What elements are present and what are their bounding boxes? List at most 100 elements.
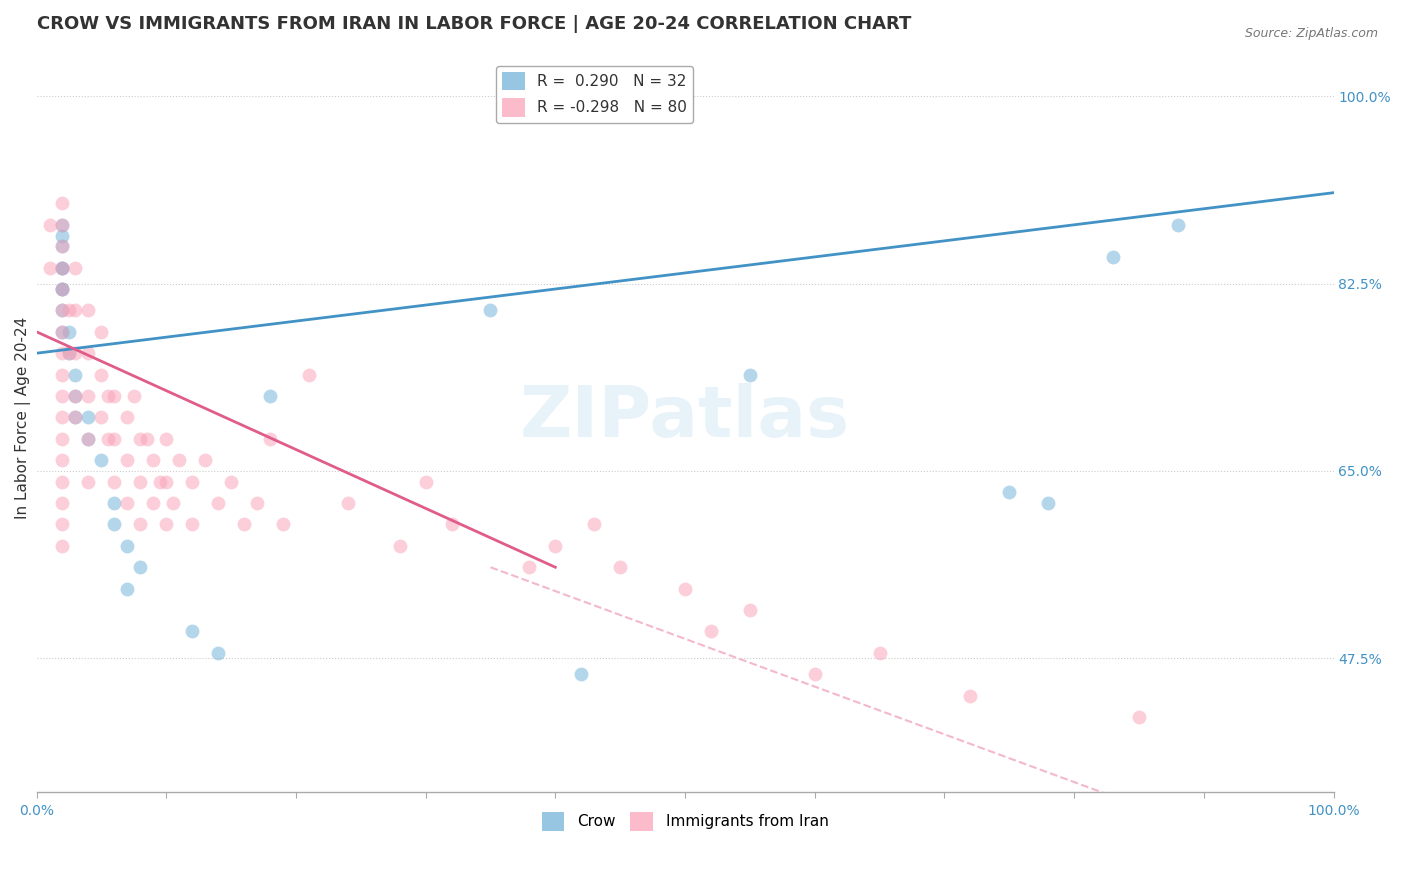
Point bbox=[77, 346, 100, 360]
Point bbox=[700, 624, 723, 639]
Point bbox=[77, 432, 100, 446]
Point bbox=[51, 260, 73, 275]
Point bbox=[65, 260, 87, 275]
Point bbox=[58, 303, 80, 318]
Point bbox=[77, 389, 100, 403]
Point bbox=[155, 517, 177, 532]
Y-axis label: In Labor Force | Age 20-24: In Labor Force | Age 20-24 bbox=[15, 317, 31, 518]
Point bbox=[97, 432, 120, 446]
Point bbox=[51, 410, 73, 425]
Point bbox=[162, 496, 184, 510]
Point bbox=[738, 603, 761, 617]
Point bbox=[51, 239, 73, 253]
Point bbox=[38, 218, 60, 232]
Point bbox=[1167, 218, 1189, 232]
Point bbox=[51, 282, 73, 296]
Point bbox=[440, 517, 463, 532]
Point bbox=[207, 646, 229, 660]
Point bbox=[155, 475, 177, 489]
Point bbox=[336, 496, 359, 510]
Point bbox=[103, 496, 125, 510]
Point bbox=[51, 539, 73, 553]
Point bbox=[117, 496, 139, 510]
Point bbox=[90, 368, 112, 382]
Point bbox=[51, 475, 73, 489]
Point bbox=[90, 325, 112, 339]
Point bbox=[65, 389, 87, 403]
Point bbox=[51, 303, 73, 318]
Point bbox=[959, 689, 981, 703]
Point bbox=[65, 389, 87, 403]
Point bbox=[51, 260, 73, 275]
Point bbox=[77, 410, 100, 425]
Point bbox=[233, 517, 256, 532]
Point bbox=[519, 560, 541, 574]
Point bbox=[142, 496, 165, 510]
Point bbox=[129, 517, 152, 532]
Point bbox=[51, 453, 73, 467]
Point bbox=[738, 368, 761, 382]
Legend: Crow, Immigrants from Iran: Crow, Immigrants from Iran bbox=[536, 805, 835, 837]
Point bbox=[90, 410, 112, 425]
Point bbox=[90, 453, 112, 467]
Point bbox=[65, 368, 87, 382]
Point bbox=[167, 453, 190, 467]
Point bbox=[51, 389, 73, 403]
Point bbox=[181, 475, 204, 489]
Point bbox=[103, 517, 125, 532]
Point bbox=[181, 517, 204, 532]
Point bbox=[117, 410, 139, 425]
Point bbox=[38, 260, 60, 275]
Point bbox=[194, 453, 217, 467]
Point bbox=[51, 282, 73, 296]
Point bbox=[117, 453, 139, 467]
Point bbox=[103, 389, 125, 403]
Point bbox=[65, 346, 87, 360]
Point bbox=[117, 539, 139, 553]
Point bbox=[155, 432, 177, 446]
Point bbox=[259, 432, 281, 446]
Point bbox=[77, 303, 100, 318]
Point bbox=[869, 646, 891, 660]
Point bbox=[298, 368, 321, 382]
Point bbox=[415, 475, 437, 489]
Point bbox=[544, 539, 567, 553]
Point bbox=[207, 496, 229, 510]
Point bbox=[51, 228, 73, 243]
Point bbox=[51, 303, 73, 318]
Point bbox=[65, 410, 87, 425]
Point bbox=[609, 560, 631, 574]
Point bbox=[129, 560, 152, 574]
Point bbox=[569, 667, 592, 681]
Point bbox=[51, 325, 73, 339]
Text: CROW VS IMMIGRANTS FROM IRAN IN LABOR FORCE | AGE 20-24 CORRELATION CHART: CROW VS IMMIGRANTS FROM IRAN IN LABOR FO… bbox=[37, 15, 911, 33]
Point bbox=[583, 517, 606, 532]
Point bbox=[246, 496, 269, 510]
Point bbox=[77, 475, 100, 489]
Point bbox=[103, 475, 125, 489]
Point bbox=[58, 346, 80, 360]
Point bbox=[142, 453, 165, 467]
Point bbox=[271, 517, 294, 532]
Point bbox=[51, 325, 73, 339]
Point bbox=[51, 282, 73, 296]
Point bbox=[1102, 250, 1125, 264]
Point bbox=[1128, 710, 1150, 724]
Point bbox=[1038, 496, 1060, 510]
Point bbox=[803, 667, 825, 681]
Point bbox=[998, 485, 1021, 500]
Point bbox=[51, 196, 73, 211]
Point bbox=[259, 389, 281, 403]
Point bbox=[117, 582, 139, 596]
Point bbox=[673, 582, 696, 596]
Point bbox=[388, 539, 411, 553]
Text: Source: ZipAtlas.com: Source: ZipAtlas.com bbox=[1244, 27, 1378, 40]
Point bbox=[51, 239, 73, 253]
Point bbox=[129, 475, 152, 489]
Point bbox=[219, 475, 242, 489]
Point bbox=[51, 346, 73, 360]
Point bbox=[129, 432, 152, 446]
Point bbox=[65, 410, 87, 425]
Point bbox=[65, 303, 87, 318]
Point bbox=[149, 475, 172, 489]
